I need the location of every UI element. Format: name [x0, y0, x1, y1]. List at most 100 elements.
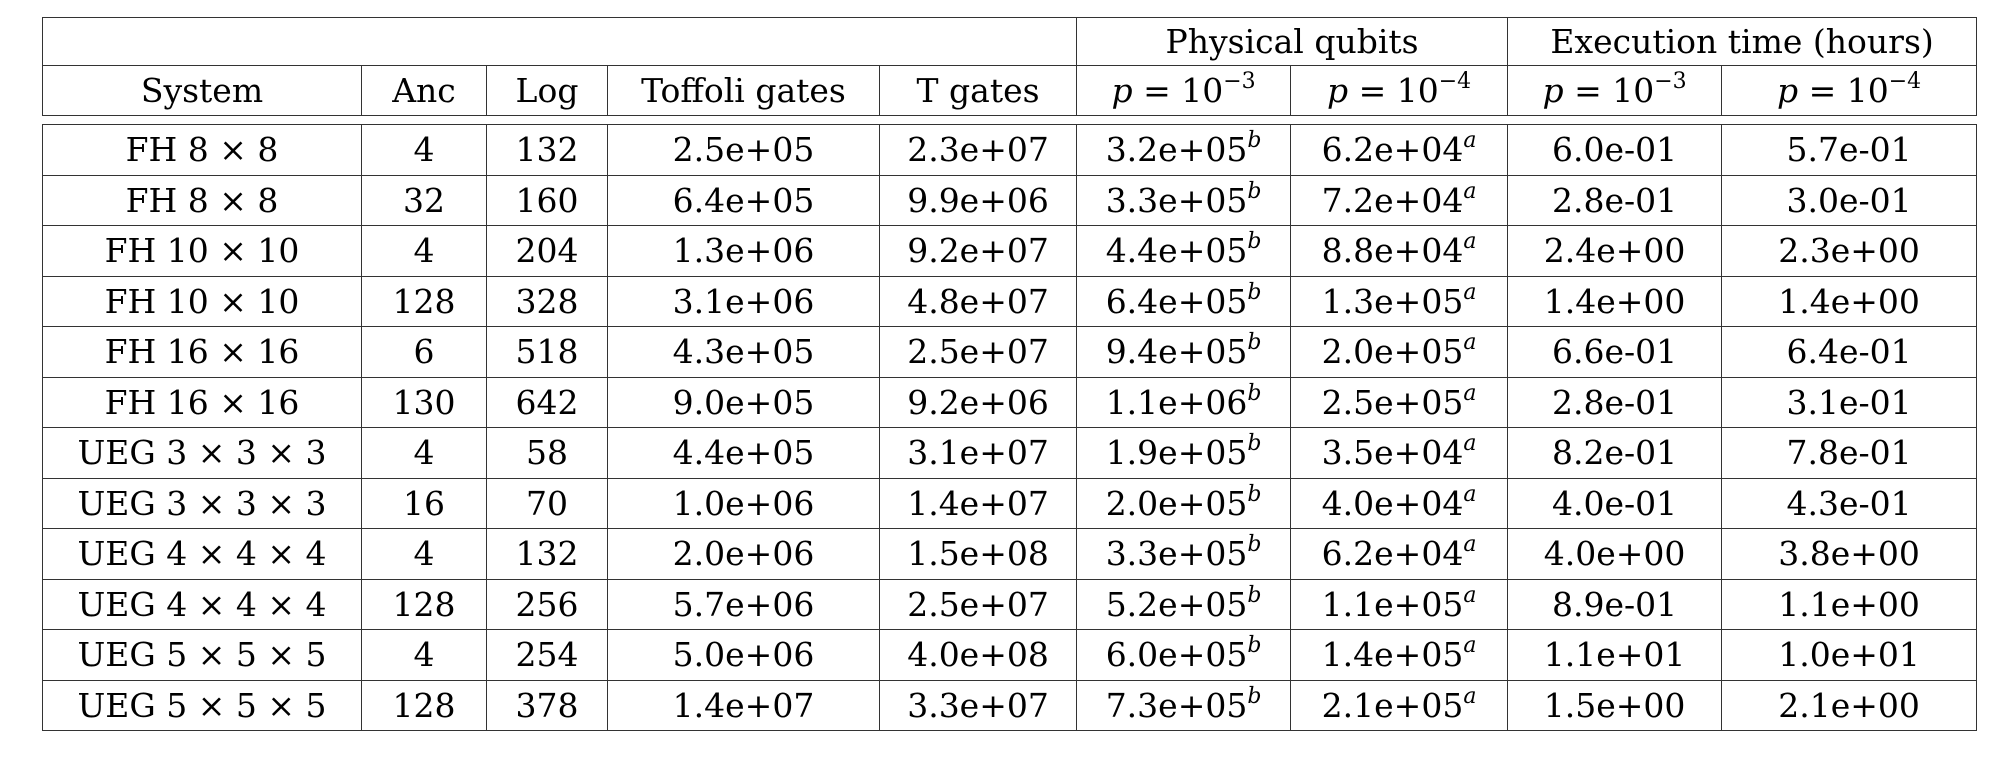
header-physical-qubits: Physical qubits: [1076, 17, 1509, 66]
cell-system-value: UEG 4 × 4 × 4: [77, 534, 327, 574]
cell-system: FH 10 × 10: [42, 275, 362, 327]
cell-log-value: 58: [526, 433, 568, 473]
cell-physical-qubits-p3: 1.9e+05b: [1076, 427, 1292, 479]
cell-log: 328: [486, 275, 608, 327]
cell-t-gates: 9.2e+07: [878, 225, 1078, 277]
cell-time-p4-value: 5.7e-01: [1786, 130, 1912, 170]
cell-physical-qubits-p3-value: 2.0e+05: [1105, 483, 1248, 523]
cell-time-p3-value: 1.4e+00: [1543, 281, 1686, 321]
resource-table-container: Physical qubits Execution time (hours) S…: [41, 17, 1978, 731]
cell-t-gates-value: 2.5e+07: [907, 584, 1049, 624]
cell-anc: 4: [361, 528, 487, 580]
table-row: FH 10 × 10 4 204 1.3e+06 9.2e+07 4.4e+05b 8.8e…: [42, 225, 1978, 277]
cell-toffoli-value: 1.3e+06: [672, 231, 815, 271]
cell-anc: 6: [361, 326, 487, 378]
table-row: UEG 4 × 4 × 4 128 256 5.7e+06 2.5e+07 5.2e+05…: [42, 578, 1978, 630]
cell-physical-qubits-p4-value: 3.5e+04: [1321, 433, 1464, 473]
cell-physical-qubits-p4-value: 4.0e+04: [1321, 483, 1464, 523]
table-row: UEG 3 × 3 × 3 16 70 1.0e+06 1.4e+07 2.0e+05b 4…: [42, 477, 1978, 529]
cell-t-gates-value: 4.8e+07: [907, 281, 1049, 321]
cell-system-value: FH 16 × 16: [104, 332, 300, 372]
cell-physical-qubits-p4: 2.0e+05a: [1290, 326, 1509, 378]
cell-time-p4-value: 3.8e+00: [1778, 534, 1920, 574]
cell-t-gates-value: 2.3e+07: [907, 130, 1049, 170]
cell-t-gates: 2.3e+07: [878, 124, 1078, 176]
cell-anc: 16: [361, 477, 487, 529]
cell-log: 642: [486, 376, 608, 428]
cell-anc-value: 128: [392, 281, 456, 321]
cell-physical-qubits-p4-value: 6.2e+04: [1321, 130, 1464, 170]
cell-physical-qubits-p4-value: 1.1e+05: [1321, 584, 1464, 624]
cell-time-p3: 4.0e+00: [1507, 528, 1723, 580]
cell-physical-qubits-p3: 3.3e+05b: [1076, 528, 1292, 580]
cell-t-gates: 1.5e+08: [878, 528, 1078, 580]
cell-physical-qubits-p3-value: 1.9e+05: [1105, 433, 1248, 473]
cell-physical-qubits-p3: 2.0e+05b: [1076, 477, 1292, 529]
cell-toffoli-value: 4.3e+05: [672, 332, 815, 372]
p-symbol: p: [1326, 71, 1349, 110]
cell-toffoli-value: 5.0e+06: [672, 635, 815, 675]
cell-physical-qubits-p4: 6.2e+04a: [1290, 528, 1509, 580]
cell-anc-value: 128: [392, 685, 456, 725]
footnote-marker: a: [1463, 380, 1477, 406]
footnote-marker: a: [1463, 683, 1477, 709]
cell-time-p4-value: 2.3e+00: [1778, 231, 1920, 271]
cell-log-value: 256: [515, 584, 579, 624]
cell-system-value: UEG 5 × 5 × 5: [77, 685, 327, 725]
cell-time-p3-value: 4.0e-01: [1552, 483, 1678, 523]
cell-anc-value: 130: [392, 382, 456, 422]
p-exponent: −4: [1438, 69, 1472, 94]
cell-system-value: FH 10 × 10: [104, 281, 300, 321]
cell-toffoli: 5.7e+06: [607, 578, 880, 630]
cell-t-gates: 9.2e+06: [878, 376, 1078, 428]
cell-anc: 130: [361, 376, 487, 428]
cell-system: UEG 4 × 4 × 4: [42, 578, 362, 630]
footnote-marker: b: [1247, 279, 1262, 305]
cell-system: UEG 4 × 4 × 4: [42, 528, 362, 580]
cell-log-value: 132: [515, 534, 579, 574]
cell-system-value: FH 10 × 10: [104, 231, 300, 271]
footnote-marker: a: [1463, 330, 1477, 356]
footnote-marker: b: [1247, 481, 1262, 507]
header-pq-p4: p = 10−4: [1290, 65, 1509, 116]
cell-time-p3-value: 2.8e-01: [1552, 180, 1678, 220]
footnote-marker: b: [1247, 633, 1262, 659]
cell-system-value: FH 8 × 8: [125, 130, 279, 170]
cell-physical-qubits-p3-value: 7.3e+05: [1105, 685, 1248, 725]
cell-physical-qubits-p4: 8.8e+04a: [1290, 225, 1509, 277]
cell-time-p3: 2.8e-01: [1507, 174, 1723, 226]
p-symbol: p: [1111, 71, 1133, 110]
header-blank-cell: [41, 17, 1078, 66]
cell-t-gates: 2.5e+07: [878, 578, 1078, 630]
cell-physical-qubits-p3-value: 3.3e+05: [1105, 534, 1248, 574]
cell-physical-qubits-p4-value: 1.4e+05: [1321, 635, 1464, 675]
cell-physical-qubits-p4: 1.3e+05a: [1290, 275, 1509, 327]
cell-time-p4: 1.0e+01: [1721, 629, 1978, 681]
footnote-marker: b: [1247, 128, 1262, 154]
cell-t-gates-value: 4.0e+08: [907, 635, 1049, 675]
header-log: Log: [486, 65, 608, 116]
cell-time-p4: 4.3e-01: [1721, 477, 1978, 529]
cell-t-gates: 2.5e+07: [878, 326, 1078, 378]
cell-time-p3-value: 1.1e+01: [1543, 635, 1686, 675]
header-anc: Anc: [361, 65, 487, 116]
header-column-row: System Anc Log Toffoli gates T gates p =…: [42, 65, 1978, 116]
cell-system: FH 8 × 8: [42, 174, 362, 226]
cell-t-gates-value: 9.2e+06: [907, 382, 1049, 422]
table-row: UEG 5 × 5 × 5 4 254 5.0e+06 4.0e+08 6.0e+05b 1…: [42, 629, 1978, 681]
footnote-marker: a: [1463, 481, 1477, 507]
cell-time-p4: 7.8e-01: [1721, 427, 1978, 479]
cell-time-p3: 2.4e+00: [1507, 225, 1723, 277]
cell-log: 160: [486, 174, 608, 226]
cell-time-p3: 6.6e-01: [1507, 326, 1723, 378]
cell-log: 378: [486, 679, 608, 731]
cell-anc-value: 4: [413, 534, 435, 574]
cell-t-gates-value: 9.2e+07: [907, 231, 1049, 271]
cell-physical-qubits-p3: 6.0e+05b: [1076, 629, 1292, 681]
header-system: System: [42, 65, 362, 116]
cell-anc: 128: [361, 679, 487, 731]
cell-physical-qubits-p3: 7.3e+05b: [1076, 679, 1292, 731]
footnote-marker: a: [1463, 532, 1477, 558]
cell-anc-value: 128: [392, 584, 456, 624]
cell-toffoli-value: 9.0e+05: [672, 382, 815, 422]
